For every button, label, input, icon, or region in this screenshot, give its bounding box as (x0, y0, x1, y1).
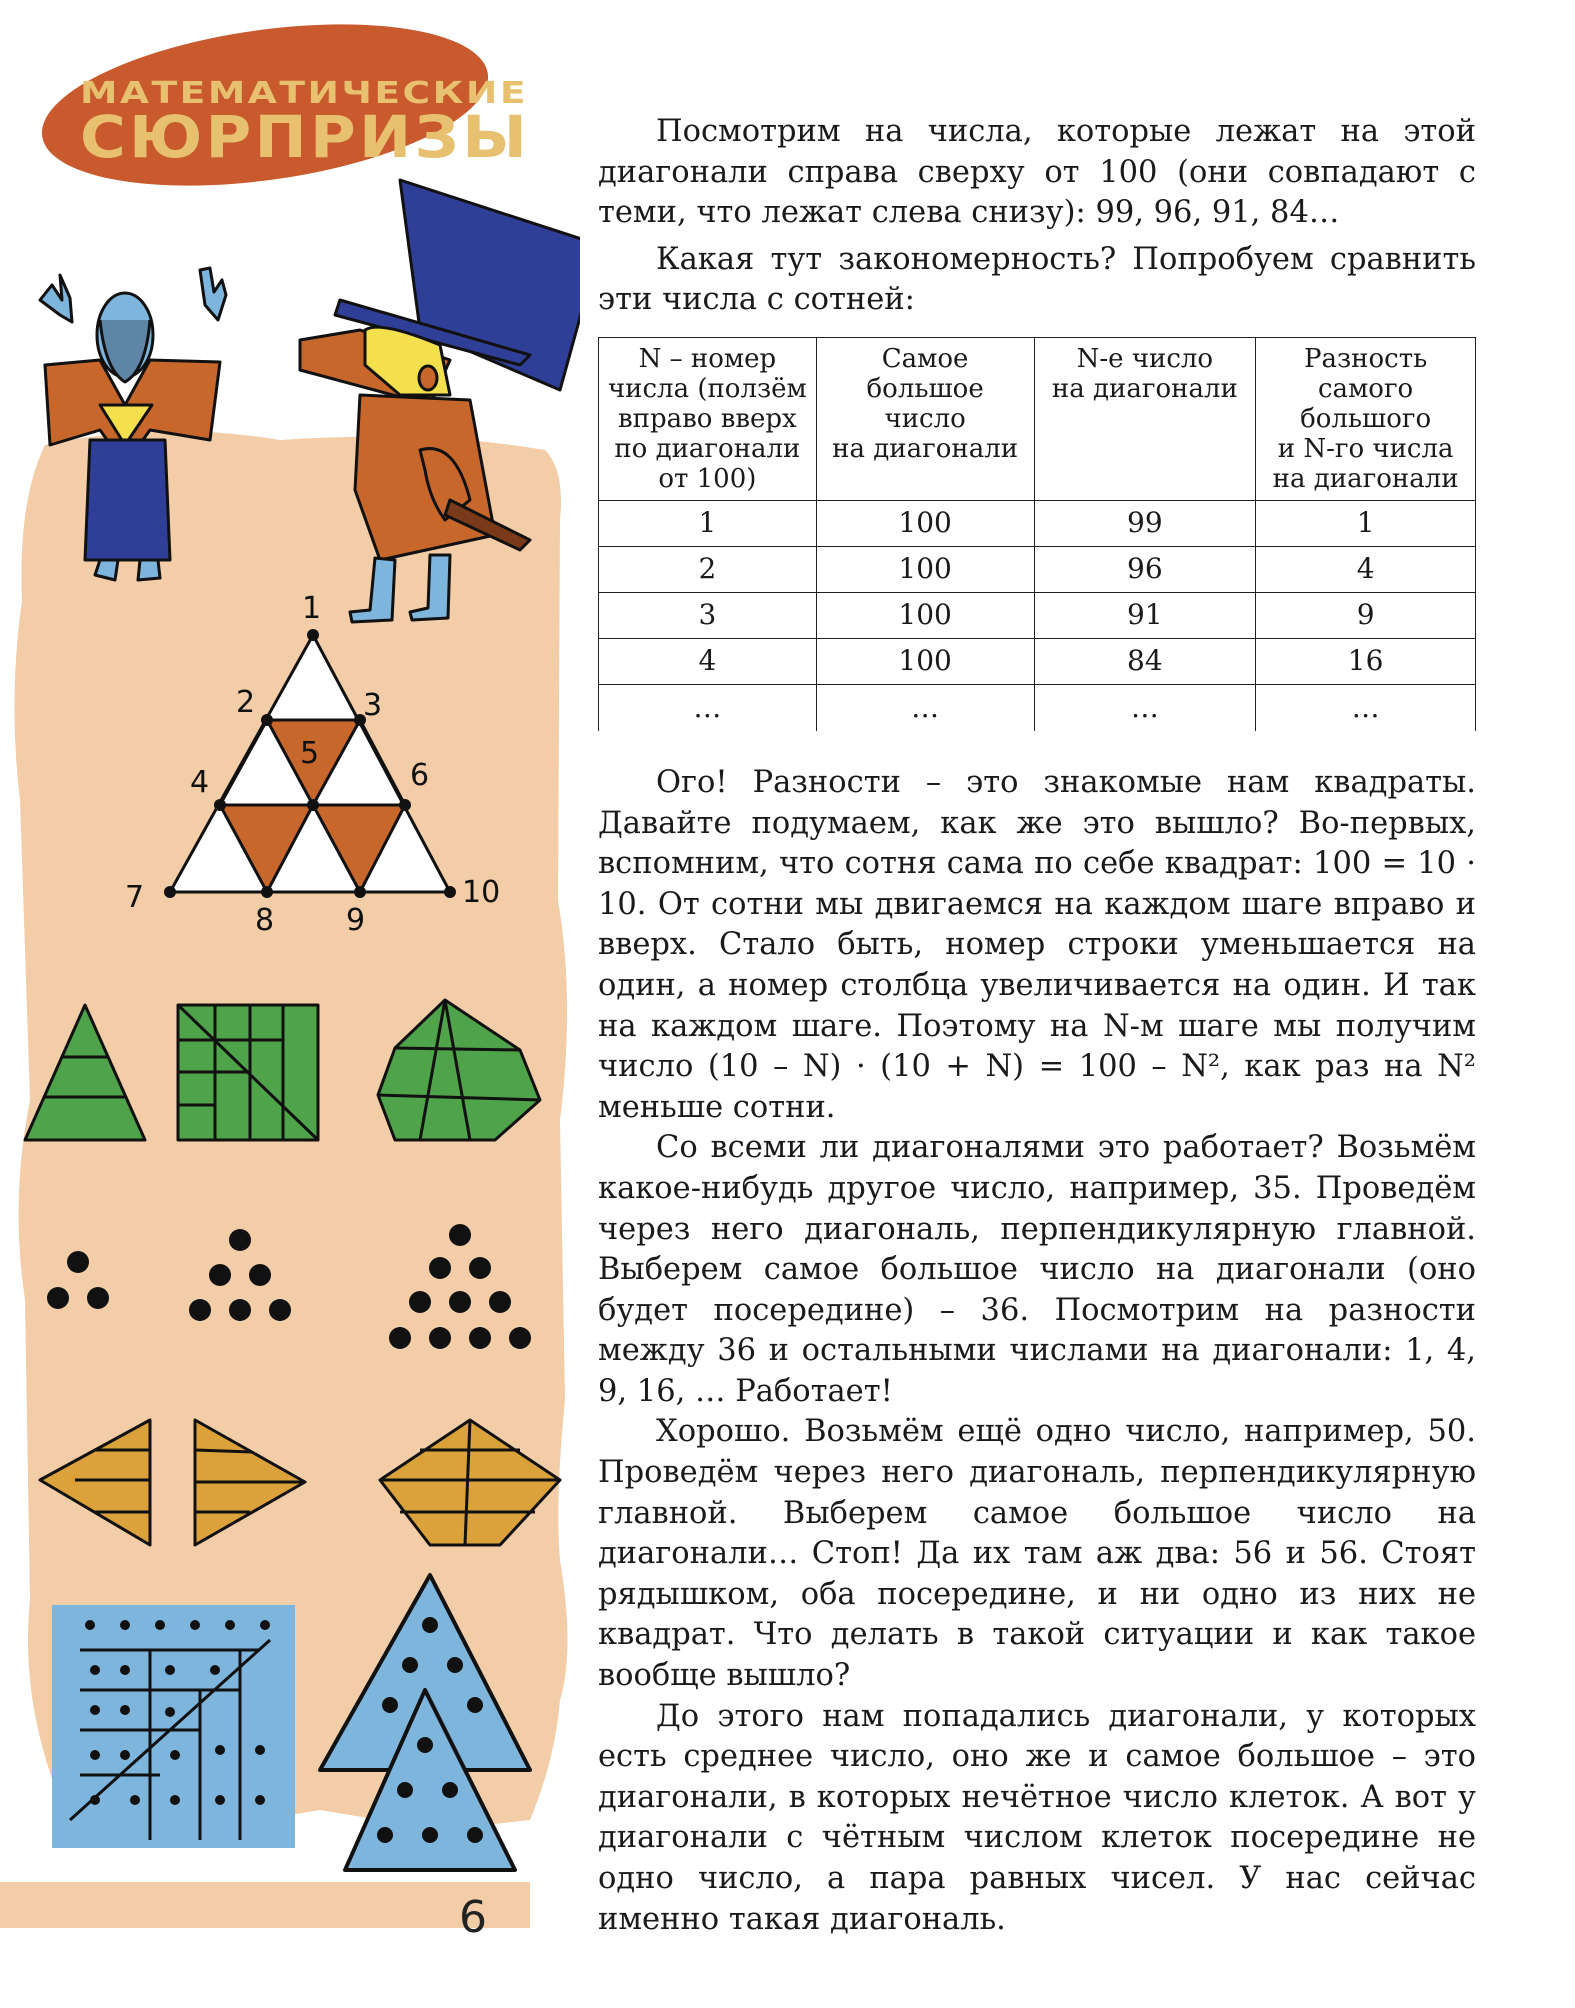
header-line1: МАТЕМАТИЧЕСКИЕ (80, 76, 528, 111)
table-cell: 96 (1033, 545, 1257, 593)
table-row: 1 100 99 1 (598, 499, 1476, 547)
blue-triangles (318, 1573, 532, 1872)
paragraph-2: Какая тут закономерность? Попробуем срав… (598, 241, 1476, 318)
table-row: ………… (598, 683, 1476, 731)
figure-label-4: 4 (190, 765, 209, 800)
blue-dotted-square (52, 1605, 295, 1848)
table-cell: 1 (598, 499, 817, 547)
footer-bar (0, 1882, 530, 1928)
figure-label-5: 5 (300, 736, 319, 771)
figure-label-3: 3 (363, 688, 382, 723)
table-cell: … (598, 683, 817, 731)
figure-label-7: 7 (125, 880, 144, 915)
table-row: 3 100 91 9 (598, 591, 1476, 639)
figure-label-6: 6 (410, 758, 429, 793)
table-header-n: N – номер числа (ползём вправо вверх по диа… (598, 336, 817, 501)
table-cell: … (815, 683, 1035, 731)
paragraph-5: Хорошо. Возьмём ещё одно число, например… (598, 1414, 1476, 1694)
table-cell: 99 (1033, 499, 1257, 547)
table-cell: … (1255, 683, 1476, 731)
page-number: 6 (459, 1892, 487, 1943)
table-cell: 1 (1255, 499, 1476, 547)
figure-label-2: 2 (236, 685, 255, 720)
table-header-nth: N-е число на диагонали (1033, 336, 1257, 501)
table-cell: 100 (815, 637, 1035, 685)
table-cell: 91 (1033, 591, 1257, 639)
table-cell: 100 (815, 591, 1035, 639)
table-cell: 4 (1255, 545, 1476, 593)
table-row: 4 100 84 16 (598, 637, 1476, 685)
table-cell: 84 (1033, 637, 1257, 685)
table-header-row: N – номер числа (ползём вправо вверх по диа… (598, 336, 1476, 501)
table-cell: 9 (1255, 591, 1476, 639)
table-cell: 100 (815, 499, 1035, 547)
left-character (38, 266, 228, 582)
paragraph-6: До этого нам попадались диагонали, у кот… (598, 1698, 1476, 1937)
header-line2: СЮРПРИЗЫ (80, 103, 530, 171)
paragraph-1: Посмотрим на числа, которые лежат на это… (598, 114, 1476, 231)
green-figures-row (23, 998, 542, 1142)
right-character (298, 178, 580, 624)
paragraph-3: Ого! Разности – это знакомые нам квадрат… (598, 764, 1476, 1125)
figure-label-1: 1 (302, 591, 321, 626)
diagonal-table: N – номер числа (ползём вправо вверх по диа… (598, 336, 1476, 731)
table-header-max: Самое большое число на диагонали (815, 336, 1035, 501)
figure-label-8: 8 (255, 903, 274, 938)
dot-patterns-row (47, 1224, 531, 1349)
table-cell: … (1033, 683, 1257, 731)
illustration-column: МАТЕМАТИЧЕСКИЕ СЮРПРИЗЫ (0, 24, 580, 1928)
table-cell: 100 (815, 545, 1035, 593)
header-logo: МАТЕМАТИЧЕСКИЕ СЮРПРИЗЫ (41, 24, 530, 186)
table-cell: 3 (598, 591, 817, 639)
table-cell: 16 (1255, 637, 1476, 685)
mustard-figures-row (38, 1418, 562, 1547)
table-cell: 2 (598, 545, 817, 593)
numbered-triangle-figure (164, 629, 456, 898)
table-cell: 4 (598, 637, 817, 685)
table-header-diff: Разность самого большого и N-го числа на диа… (1255, 336, 1476, 501)
table-row: 2 100 96 4 (598, 545, 1476, 593)
figure-label-9: 9 (346, 903, 365, 938)
paragraph-4: Со всеми ли диагоналями это работает? Во… (598, 1130, 1476, 1409)
text-column: Посмотрим на числа, которые лежат на это… (598, 112, 1476, 1940)
figure-label-10: 10 (462, 875, 500, 910)
